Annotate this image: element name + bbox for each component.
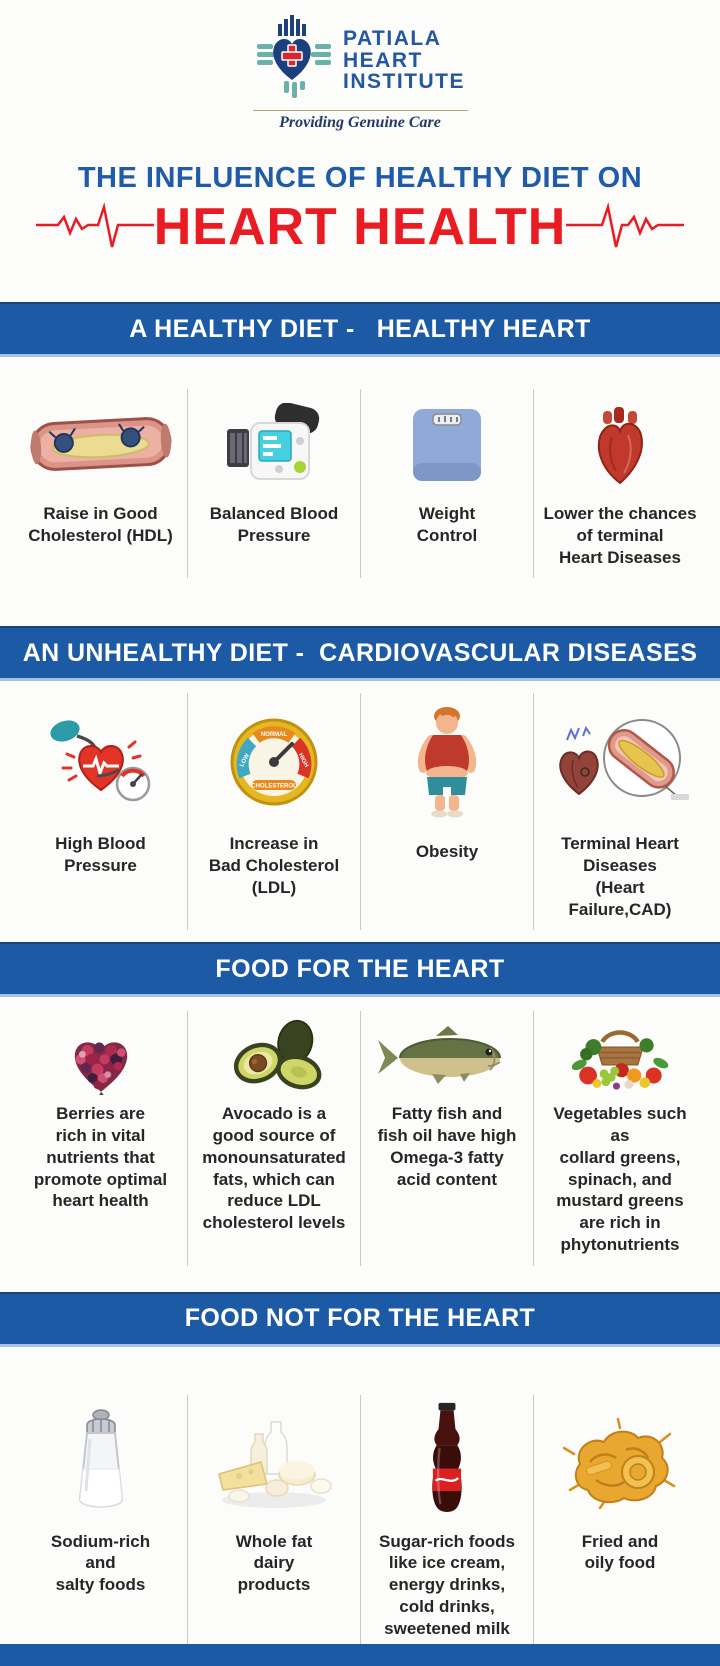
item-label: Balanced Blood Pressure bbox=[209, 504, 339, 545]
list-item: NORMAL LOW HIGH CHOLESTEROL Increase in … bbox=[187, 693, 360, 931]
hospital-logo-icon bbox=[255, 14, 333, 107]
bp-monitor-icon bbox=[196, 395, 352, 495]
list-item: Balanced Blood Pressure bbox=[187, 389, 360, 579]
healthy-diet-row: Raise in Good Cholesterol (HDL) Balanced… bbox=[14, 389, 706, 579]
footer-bar bbox=[0, 1644, 720, 1666]
cola-bottle-icon bbox=[369, 1401, 525, 1523]
section-banner-food-not-for-heart: FOOD NOT FOR THE HEART bbox=[0, 1291, 720, 1347]
section-banner-healthy-diet: A HEALTHY DIET - HEALTHY HEART bbox=[0, 302, 720, 357]
item-label: Lower the chances of terminal Heart Dise… bbox=[543, 504, 697, 567]
svg-text:NORMAL: NORMAL bbox=[261, 732, 288, 738]
section-banner-food-for-heart: FOOD FOR THE HEART bbox=[0, 942, 720, 998]
list-item: Fried and oily food bbox=[533, 1394, 706, 1650]
logo-line3: INSTITUTE bbox=[343, 70, 465, 94]
title-kicker: THE INFLUENCE OF HEALTHY DIET ON bbox=[77, 162, 643, 194]
clogged-artery-icon bbox=[542, 699, 698, 825]
item-label: Obesity bbox=[415, 842, 479, 862]
item-label: Berries are rich in vital nutrients that… bbox=[33, 1104, 168, 1211]
item-label: Sugar-rich foods like ice cream, energy … bbox=[378, 1531, 515, 1638]
item-label: Terminal Heart Diseases (Heart Failure,C… bbox=[561, 834, 679, 919]
logo-line1: PATIALA bbox=[343, 26, 442, 50]
weight-scale-icon bbox=[369, 395, 525, 495]
item-label: Raise in Good Cholesterol (HDL) bbox=[28, 504, 173, 545]
item-label: Increase in Bad Cholesterol (LDL) bbox=[208, 834, 340, 897]
logo-tagline: Providing Genuine Care bbox=[252, 110, 468, 132]
obese-person-icon bbox=[369, 699, 525, 825]
fried-food-icon bbox=[542, 1401, 698, 1523]
fish-icon bbox=[369, 1017, 525, 1095]
cholesterol-meter-icon: NORMAL LOW HIGH CHOLESTEROL bbox=[196, 699, 352, 825]
artery-hdl-icon bbox=[22, 395, 179, 495]
dairy-products-icon bbox=[196, 1401, 352, 1523]
heartbeat-line-icon bbox=[566, 197, 685, 258]
item-label: Fatty fish and fish oil have high Omega-… bbox=[377, 1104, 517, 1189]
list-item: Avocado is a good source of monounsatura… bbox=[187, 1011, 360, 1266]
item-label: High Blood Pressure bbox=[55, 834, 146, 875]
heartbeat-line-icon bbox=[35, 197, 154, 258]
section-banner-unhealthy-diet: AN UNHEALTHY DIET - CARDIOVASCULAR DISEA… bbox=[0, 626, 720, 682]
logo: PATIALA HEART INSTITUTE bbox=[255, 14, 465, 107]
title-main-row: HEART HEALTH bbox=[0, 197, 720, 258]
list-item: Lower the chances of terminal Heart Dise… bbox=[533, 389, 706, 579]
list-item: Terminal Heart Diseases (Heart Failure,C… bbox=[533, 693, 706, 931]
list-item: Sugar-rich foods like ice cream, energy … bbox=[360, 1394, 533, 1650]
item-label: Avocado is a good source of monounsatura… bbox=[202, 1104, 346, 1232]
item-label: Sodium-rich and salty foods bbox=[50, 1531, 151, 1595]
logo-wordmark: PATIALA HEART INSTITUTE bbox=[343, 26, 465, 94]
item-label: Fried and oily food bbox=[581, 1531, 659, 1573]
avocado-icon bbox=[196, 1017, 352, 1095]
item-label: Weight Control bbox=[416, 504, 478, 545]
unhealthy-diet-row: High Blood Pressure NORMAL LOW HIGH CHOL… bbox=[14, 693, 706, 931]
list-item: Sodium-rich and salty foods bbox=[14, 1395, 187, 1650]
svg-text:CHOLESTEROL: CHOLESTEROL bbox=[251, 784, 297, 790]
food-not-for-heart-row: Sodium-rich and salty foods Whole fat da… bbox=[14, 1394, 706, 1650]
list-item: Weight Control bbox=[360, 389, 533, 579]
vegetables-icon bbox=[542, 1017, 698, 1095]
logo-line2: HEART bbox=[343, 48, 423, 72]
list-item: Raise in Good Cholesterol (HDL) bbox=[14, 389, 187, 578]
list-item: Obesity bbox=[360, 693, 533, 931]
food-for-heart-row: Berries are rich in vital nutrients that… bbox=[14, 1011, 706, 1266]
item-label: Vegetables such as collard greens, spina… bbox=[553, 1104, 687, 1254]
header: PATIALA HEART INSTITUTE Providing Genuin… bbox=[0, 0, 720, 132]
high-blood-pressure-icon bbox=[22, 699, 179, 825]
page-title: HEART HEALTH bbox=[153, 198, 567, 257]
list-item: High Blood Pressure bbox=[14, 693, 187, 930]
list-item: Vegetables such as collard greens, spina… bbox=[533, 1011, 706, 1266]
list-item: Berries are rich in vital nutrients that… bbox=[14, 1011, 187, 1265]
berries-heart-icon bbox=[22, 1017, 179, 1096]
list-item: Fatty fish and fish oil have high Omega-… bbox=[360, 1011, 533, 1266]
list-item: Whole fat dairy products bbox=[187, 1394, 360, 1650]
salt-shaker-icon bbox=[22, 1401, 179, 1523]
item-label: Whole fat dairy products bbox=[235, 1531, 313, 1595]
anatomical-heart-icon bbox=[542, 395, 698, 495]
